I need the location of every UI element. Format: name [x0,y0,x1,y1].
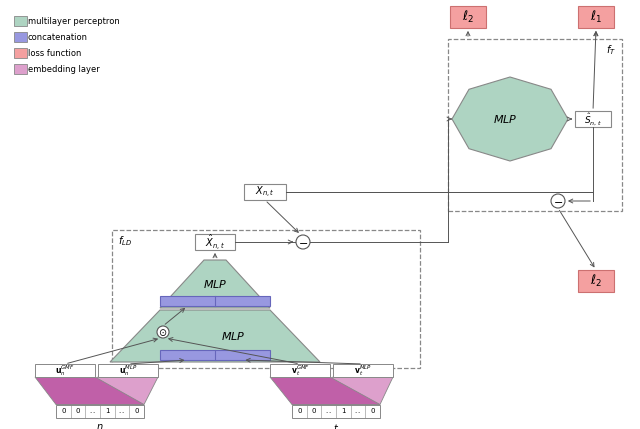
FancyBboxPatch shape [333,364,393,377]
Text: $\mathbf{v}_t^{GMF}$: $\mathbf{v}_t^{GMF}$ [291,363,310,378]
FancyBboxPatch shape [56,405,144,417]
FancyBboxPatch shape [160,350,270,360]
FancyBboxPatch shape [13,64,26,74]
Text: 0: 0 [371,408,375,414]
Text: concatenation: concatenation [28,33,88,42]
Polygon shape [292,377,393,405]
FancyBboxPatch shape [13,48,26,58]
Polygon shape [56,377,158,405]
Text: $-$: $-$ [298,237,308,247]
Text: $\cdot\cdot$: $\cdot\cdot$ [355,408,362,414]
Text: $\cdot\cdot$: $\cdot\cdot$ [89,408,96,414]
Text: $\mathbf{u}_n^{MLP}$: $\mathbf{u}_n^{MLP}$ [119,363,137,378]
FancyBboxPatch shape [578,6,614,28]
Text: $\hat{S}_{n,t}$: $\hat{S}_{n,t}$ [584,111,602,127]
Text: $\odot$: $\odot$ [158,326,168,338]
Text: $f_{LD}$: $f_{LD}$ [118,234,132,248]
Polygon shape [160,260,270,308]
Circle shape [551,194,565,208]
Text: $\hat{X}_{n,t}$: $\hat{X}_{n,t}$ [205,233,225,252]
Text: $\mathbf{v}_t^{MLP}$: $\mathbf{v}_t^{MLP}$ [354,363,372,378]
Polygon shape [452,77,568,161]
Text: $\ell_1$: $\ell_1$ [590,9,602,25]
FancyBboxPatch shape [98,364,158,377]
Text: $\ell_2$: $\ell_2$ [590,273,602,289]
Text: $MLP$: $MLP$ [203,278,227,290]
Text: $-$: $-$ [553,196,563,206]
Text: 1: 1 [105,408,109,414]
Text: 0: 0 [312,408,316,414]
Polygon shape [110,310,320,362]
Text: $\cdot\cdot$: $\cdot\cdot$ [325,408,332,414]
Text: $\ell_2$: $\ell_2$ [462,9,474,25]
FancyBboxPatch shape [244,184,286,200]
FancyBboxPatch shape [13,16,26,26]
FancyBboxPatch shape [270,364,330,377]
Text: $t$: $t$ [333,423,339,429]
FancyBboxPatch shape [35,364,95,377]
Text: $n$: $n$ [96,423,104,429]
Text: $MLP$: $MLP$ [221,330,245,342]
Text: 0: 0 [61,408,65,414]
Polygon shape [270,377,380,405]
Text: $\cdot\cdot$: $\cdot\cdot$ [118,408,125,414]
Text: $X_{n,t}$: $X_{n,t}$ [255,184,275,199]
FancyBboxPatch shape [450,6,486,28]
Text: multilayer perceptron: multilayer perceptron [28,16,120,25]
Circle shape [296,235,310,249]
Text: 1: 1 [341,408,346,414]
FancyBboxPatch shape [13,32,26,42]
FancyBboxPatch shape [195,234,235,250]
FancyBboxPatch shape [578,270,614,292]
Circle shape [157,326,169,338]
Text: 0: 0 [76,408,80,414]
Text: loss function: loss function [28,48,81,57]
Polygon shape [35,377,144,405]
FancyBboxPatch shape [575,111,611,127]
FancyBboxPatch shape [292,405,380,417]
Text: $f_T$: $f_T$ [606,43,616,57]
Text: 0: 0 [134,408,139,414]
Text: embedding layer: embedding layer [28,64,100,73]
Text: $MLP$: $MLP$ [493,113,517,125]
Text: $\mathbf{u}_n^{GMF}$: $\mathbf{u}_n^{GMF}$ [55,363,75,378]
Text: 0: 0 [297,408,301,414]
FancyBboxPatch shape [160,296,270,306]
